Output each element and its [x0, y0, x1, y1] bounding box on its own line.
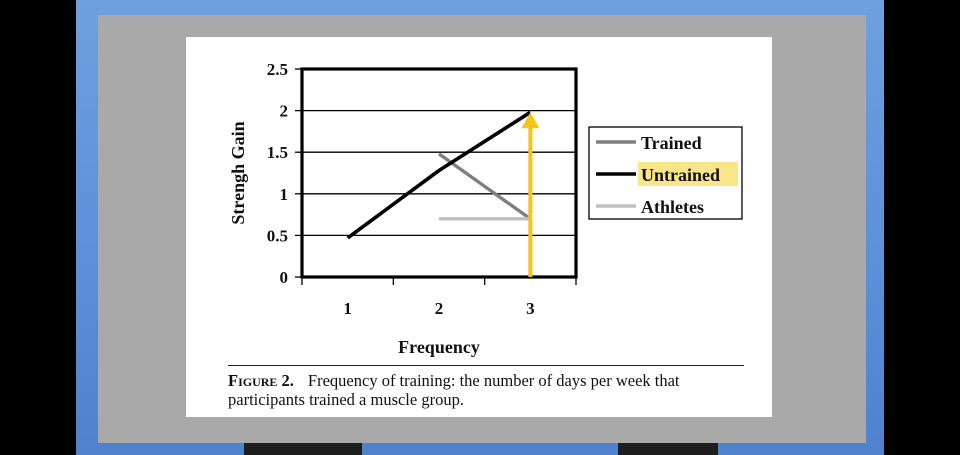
caption-text: Frequency of training: the number of day…: [228, 371, 680, 409]
figure-card: 0 0.5 1 1.5 2 2.5 1 2 3 Strengh Gain Frequency …: [186, 37, 772, 417]
presenter-shadow-right: [618, 443, 718, 455]
y-tick-label: 0: [280, 268, 289, 287]
figure-number: Figure 2.: [228, 371, 294, 390]
y-tick-label: 0.5: [267, 226, 288, 245]
x-tick-label: 2: [435, 299, 444, 318]
y-tick-label: 2.5: [267, 60, 288, 79]
y-tick-label: 1: [280, 185, 289, 204]
legend-label-trained: Trained: [641, 133, 702, 153]
presenter-shadow-left: [244, 443, 362, 455]
legend-label-athletes: Athletes: [641, 197, 704, 217]
series-line-untrained: [346, 110, 532, 240]
caption-rule: [228, 365, 744, 366]
y-axis-label: Strengh Gain: [228, 121, 248, 224]
legend-highlight: [638, 162, 738, 186]
annotation-arrow-head: [521, 112, 540, 129]
figure-caption: Figure 2. Frequency of training: the numb…: [228, 371, 748, 409]
legend-label-untrained: Untrained: [641, 165, 720, 185]
x-tick-label: 1: [343, 299, 352, 318]
y-tick-label: 1.5: [267, 143, 288, 162]
x-tick-label: 3: [526, 299, 535, 318]
y-tick-label: 2: [280, 102, 289, 121]
plot-area-border: [300, 67, 578, 279]
x-axis-label: Frequency: [398, 337, 480, 357]
series-line-trained: [438, 152, 532, 221]
